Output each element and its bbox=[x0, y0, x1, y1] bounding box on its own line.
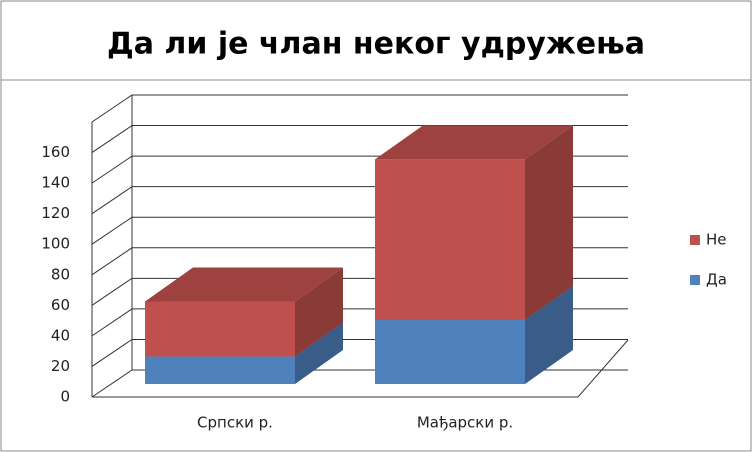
bar bbox=[375, 319, 525, 384]
legend-swatch bbox=[690, 275, 700, 285]
chart-title: Да ли је члан неког удружења bbox=[107, 27, 645, 62]
legend-swatch bbox=[690, 235, 700, 245]
y-tick-label: 100 bbox=[41, 235, 70, 253]
bar bbox=[375, 159, 525, 320]
y-tick-label: 20 bbox=[51, 357, 70, 375]
y-tick-label: 160 bbox=[41, 143, 70, 161]
bar bbox=[145, 301, 295, 357]
bar-side bbox=[295, 267, 343, 357]
x-tick-label: Мађарски р. bbox=[417, 414, 513, 432]
legend-label: Да bbox=[706, 271, 727, 289]
y-tick-label: 80 bbox=[51, 265, 70, 283]
bar-side bbox=[525, 285, 573, 384]
x-tick-label: Српски р. bbox=[197, 414, 273, 432]
bar-top bbox=[375, 125, 573, 160]
y-tick-label: 60 bbox=[51, 296, 70, 314]
bar-side bbox=[295, 322, 343, 384]
y-tick-label: 120 bbox=[41, 204, 70, 222]
legend-label: Не bbox=[706, 231, 727, 249]
y-tick-label: 140 bbox=[41, 174, 70, 192]
bar-top bbox=[145, 267, 343, 302]
y-tick-label: 0 bbox=[60, 388, 70, 406]
bar-side bbox=[525, 125, 573, 320]
wall-edge bbox=[91, 94, 628, 397]
bar bbox=[145, 356, 295, 384]
floor-edge bbox=[92, 339, 629, 398]
y-tick-label: 40 bbox=[51, 326, 70, 344]
